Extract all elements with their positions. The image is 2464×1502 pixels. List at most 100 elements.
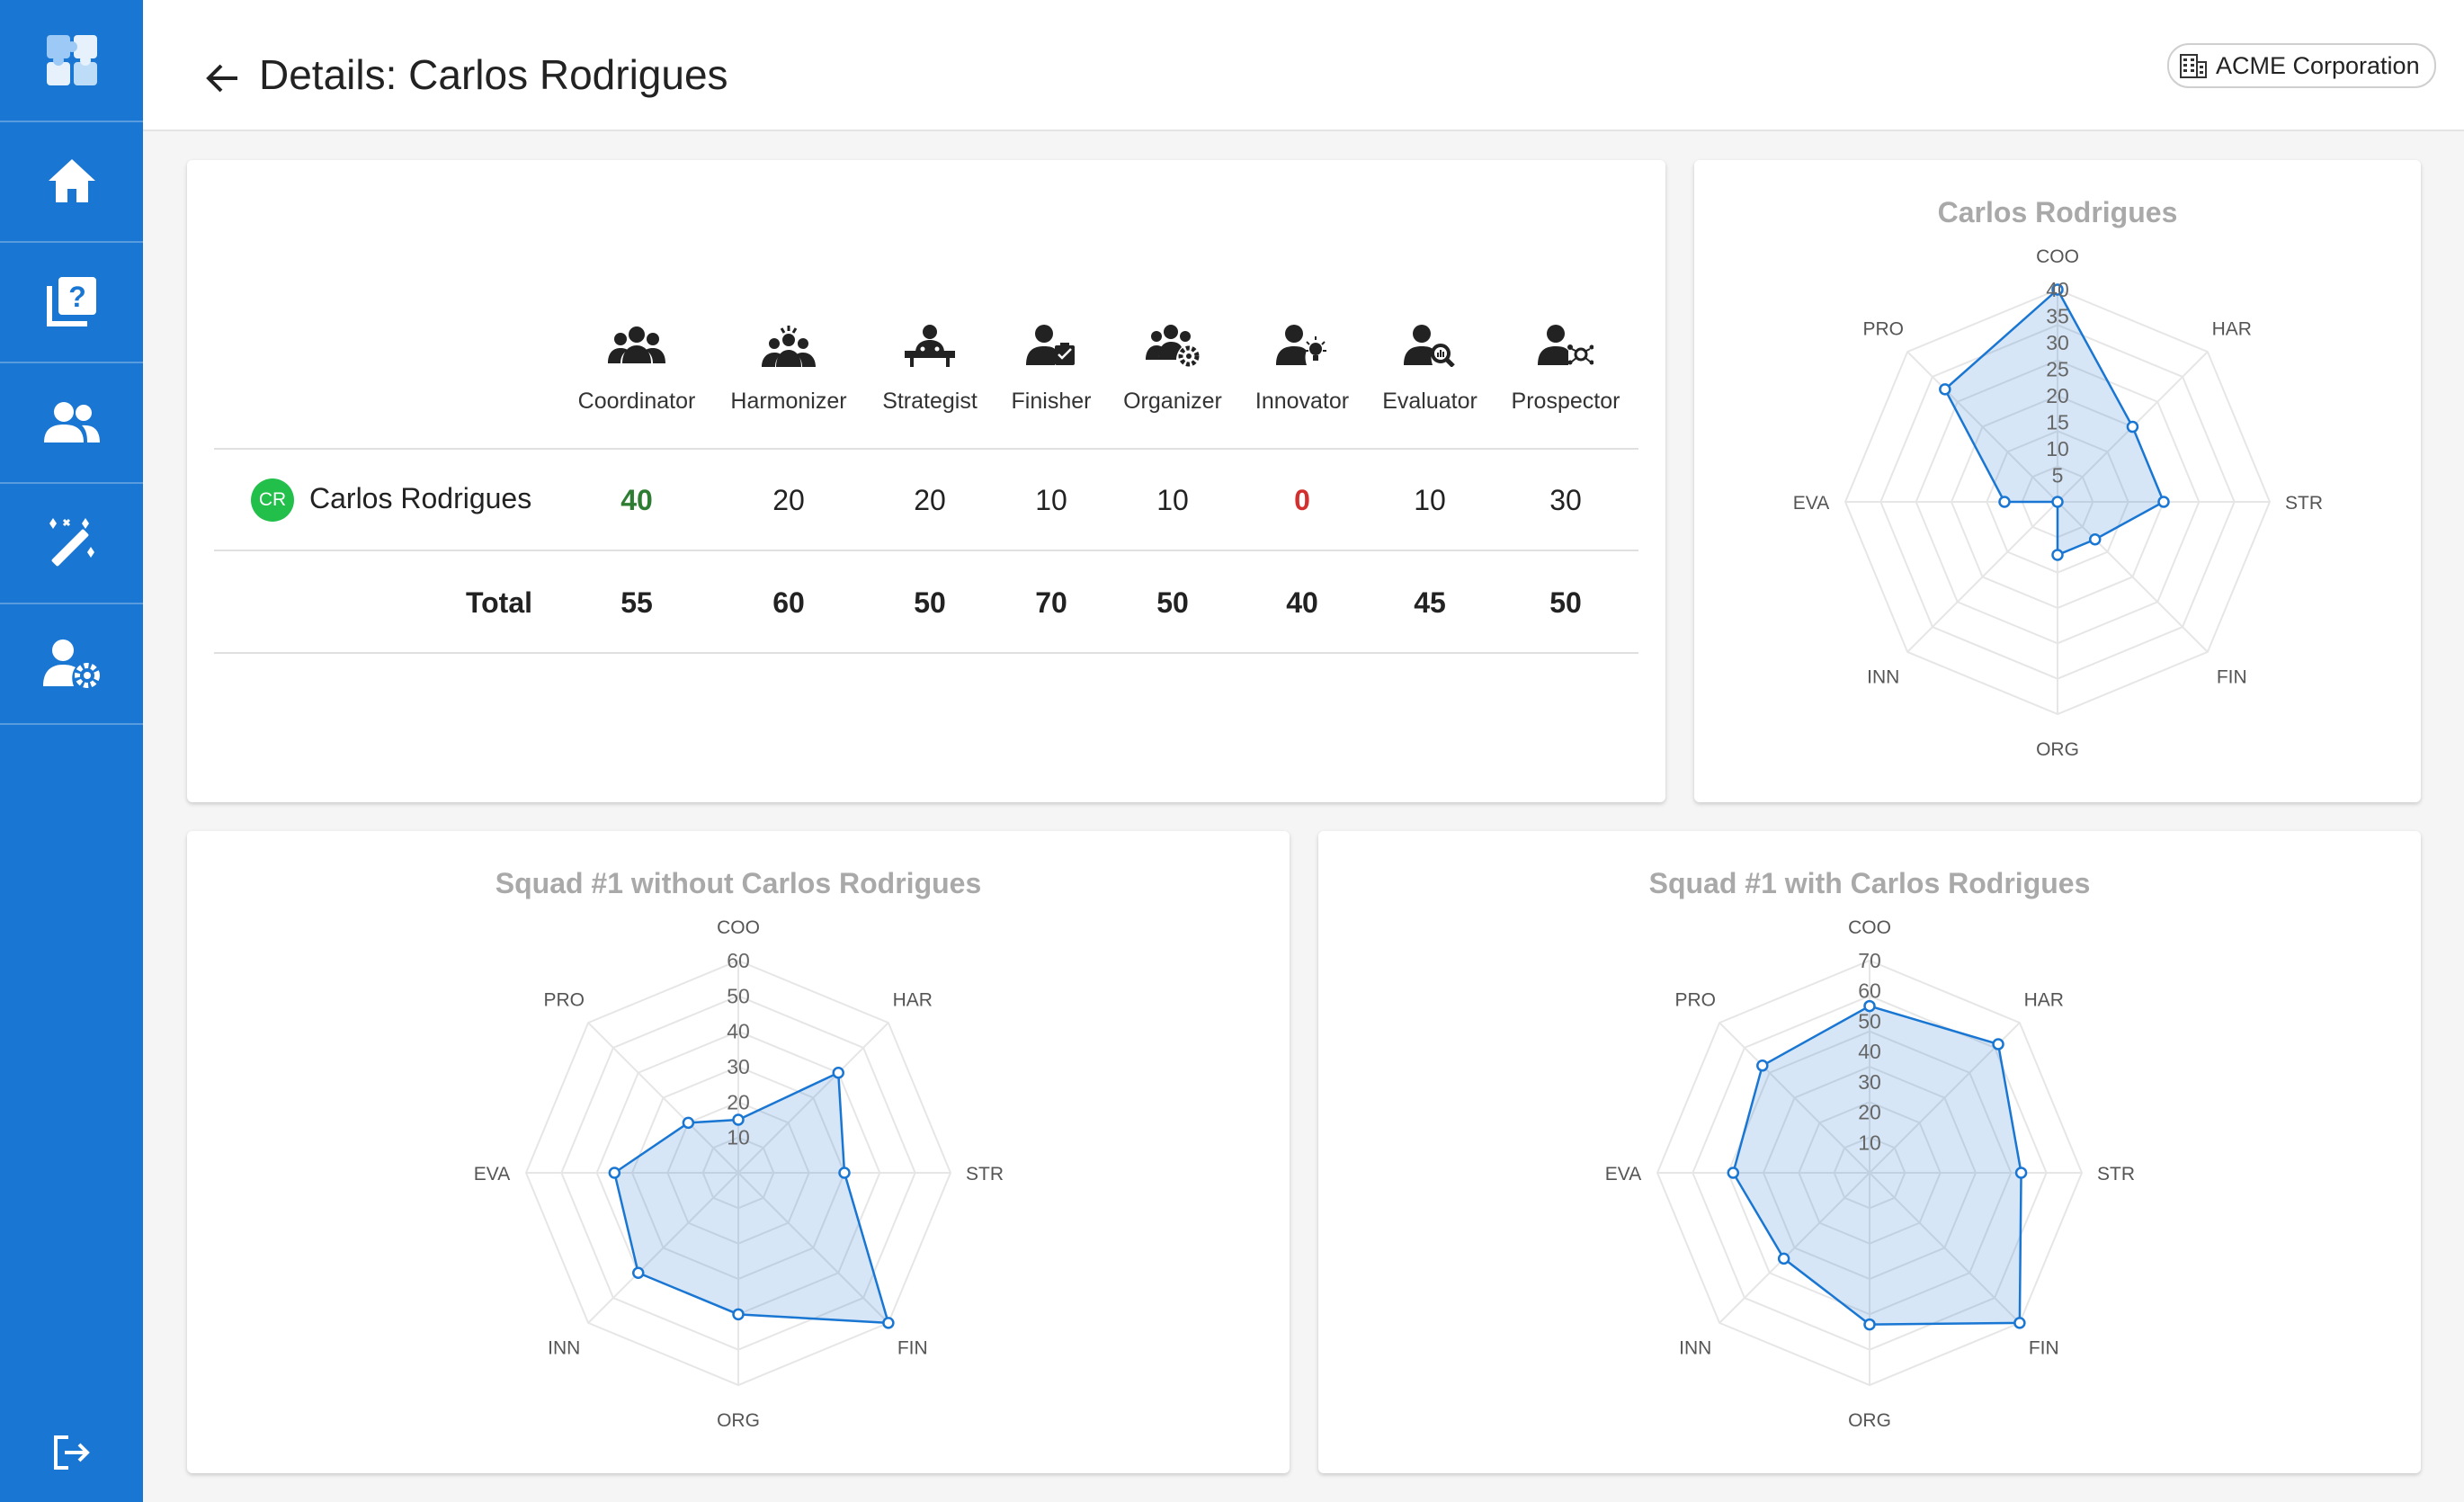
logout-button[interactable]: [0, 1417, 143, 1489]
total-harmonizer: 60: [772, 586, 805, 619]
data-point: [2126, 420, 2139, 434]
score-finisher: 10: [1035, 484, 1067, 516]
data-point: [1727, 1167, 1740, 1179]
coordinator-icon: [608, 326, 665, 363]
axis-label: EVA: [1605, 1164, 1641, 1185]
axis-label: EVA: [1793, 493, 1829, 514]
data-point: [2051, 549, 2064, 561]
arrow-back-icon: [206, 64, 237, 93]
tick-label: 20: [727, 1090, 750, 1113]
column-label: Strategist: [882, 389, 978, 414]
chart-title: Squad #1 with Carlos Rodrigues: [1648, 867, 2091, 899]
data-point: [882, 1317, 895, 1329]
grid-spoke: [1719, 1022, 1870, 1174]
organizer-icon: [1146, 325, 1200, 367]
data-point: [2051, 283, 2064, 296]
svg-text:?: ?: [68, 281, 86, 313]
axis-label: FIN: [2217, 667, 2247, 688]
data-point: [1777, 1252, 1790, 1265]
axis-label: HAR: [893, 989, 933, 1010]
data-point: [2088, 532, 2102, 546]
total-prospector: 50: [1549, 586, 1582, 619]
axis-label: PRO: [1862, 318, 1904, 339]
sidebar-item-questionnaires[interactable]: ?: [0, 241, 143, 363]
person-name[interactable]: Carlos Rodrigues: [309, 482, 532, 514]
axis-label: COO: [717, 917, 760, 938]
score-harmonizer: 20: [772, 484, 805, 516]
tick-label: 40: [2046, 278, 2069, 301]
tick-label: 25: [2046, 358, 2069, 381]
app-logo[interactable]: [0, 0, 143, 122]
tick-label: 30: [2046, 331, 2069, 354]
avatar: CR: [251, 478, 294, 522]
squad-with-radar-card: Squad #1 with Carlos Rodrigues COO HAR STR…: [1318, 831, 2421, 1473]
finisher-icon: [1026, 325, 1075, 365]
tick-label: 20: [1858, 1101, 1881, 1124]
column-header-prospector: Prospector: [1494, 324, 1638, 415]
back-button[interactable]: [200, 58, 246, 99]
squad-with-radar-chart: COO HAR STR FIN ORG INN EVA PRO 10 20 30 40 50 60 70: [1605, 917, 2135, 1431]
tick-label: 40: [727, 1020, 750, 1043]
data-point: [2013, 1317, 2026, 1329]
group-icon: [43, 402, 100, 443]
sidebar-item-home[interactable]: [0, 121, 143, 243]
column-label: Prospector: [1511, 389, 1620, 414]
sidebar-item-people[interactable]: [0, 362, 143, 484]
tick-label: 30: [727, 1055, 750, 1078]
tick-label: 70: [1858, 949, 1881, 972]
grid-spoke: [587, 1172, 739, 1324]
axis-label: HAR: [2024, 989, 2064, 1010]
tick-label: 60: [727, 949, 750, 972]
axis-label: STR: [2097, 1164, 2135, 1185]
total-innovator: 40: [1286, 586, 1318, 619]
column-header-innovator: Innovator: [1230, 324, 1374, 415]
user-gear-icon: [42, 639, 100, 688]
organization-chip[interactable]: ACME Corporation: [2167, 43, 2436, 88]
data-point: [1863, 999, 1876, 1013]
score-innovator: 0: [1294, 484, 1310, 516]
sidebar-item-user-settings[interactable]: [0, 603, 143, 725]
data-point: [608, 1167, 621, 1179]
column-header-evaluator: Evaluator: [1358, 324, 1502, 415]
magic-wand-icon: [49, 518, 94, 567]
data-point: [1992, 1038, 2004, 1051]
chart-title: Squad #1 without Carlos Rodrigues: [495, 867, 982, 899]
column-label: Innovator: [1254, 389, 1350, 414]
tick-label: 10: [727, 1126, 750, 1149]
evaluator-icon: [1404, 325, 1455, 367]
axis-label: COO: [1848, 917, 1891, 938]
score-prospector: 30: [1549, 484, 1582, 516]
score-coordinator: 40: [620, 484, 653, 516]
grid-spoke: [737, 1172, 889, 1324]
tick-label: 15: [2046, 411, 2069, 434]
tick-label: 60: [1858, 979, 1881, 1003]
page-title: Details: Carlos Rodrigues: [259, 51, 728, 98]
chart-title: Carlos Rodrigues: [1937, 196, 2178, 228]
sidebar-item-magic[interactable]: [0, 482, 143, 604]
column-header-harmonizer: Harmonizer: [717, 324, 861, 415]
data-point: [682, 1116, 695, 1130]
total-coordinator: 55: [620, 586, 653, 619]
axis-label: STR: [2285, 493, 2323, 514]
tick-label: 50: [727, 984, 750, 1007]
grid-spoke: [1906, 351, 2058, 503]
score-evaluator: 10: [1414, 484, 1446, 516]
score-strategist: 20: [914, 484, 946, 516]
data-point: [732, 1113, 745, 1126]
axis-label: PRO: [543, 989, 585, 1010]
row-divider: [214, 448, 1638, 450]
prospector-icon: [1538, 325, 1594, 365]
tick-label: 40: [1858, 1040, 1881, 1063]
column-header-organizer: Organizer: [1101, 324, 1245, 415]
logout-icon: [53, 1435, 90, 1470]
data-point: [1998, 496, 2011, 508]
data-point: [1939, 383, 1951, 396]
person-radar-card: Carlos Rodrigues COO HAR STR FIN ORG INN EVA PR…: [1694, 160, 2421, 802]
axis-label: INN: [548, 1338, 580, 1359]
axis-label: ORG: [1848, 1410, 1891, 1431]
grid-spoke: [587, 1022, 739, 1174]
data-point: [838, 1167, 851, 1179]
squad-without-radar-card: Squad #1 without Carlos Rodrigues COO HAR…: [187, 831, 1290, 1473]
organization-name: ACME Corporation: [2216, 51, 2420, 79]
column-label: Finisher: [1011, 389, 1092, 414]
